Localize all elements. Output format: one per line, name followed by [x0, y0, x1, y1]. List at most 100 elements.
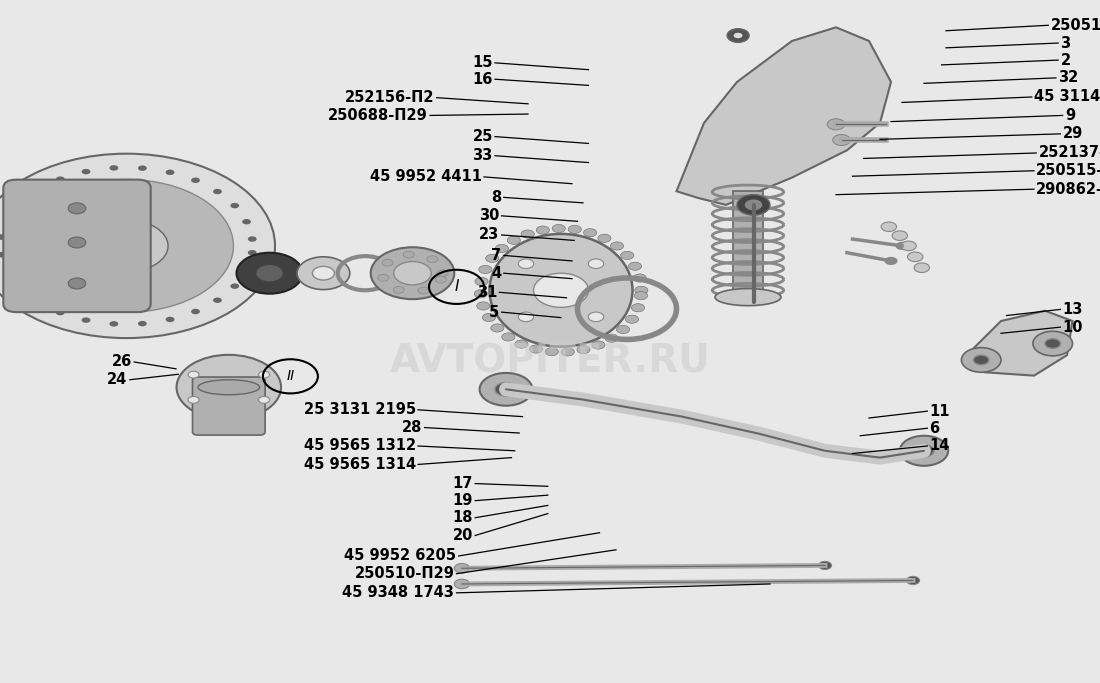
- Circle shape: [480, 373, 532, 406]
- Circle shape: [833, 135, 850, 145]
- Circle shape: [382, 260, 393, 266]
- Circle shape: [895, 242, 909, 250]
- Text: 250510-П29: 250510-П29: [354, 566, 454, 581]
- Circle shape: [620, 251, 634, 260]
- Circle shape: [616, 325, 629, 333]
- Text: 25 3131 2195: 25 3131 2195: [304, 402, 416, 417]
- Text: 2: 2: [1060, 53, 1070, 68]
- Text: 45 9565 1314: 45 9565 1314: [304, 457, 416, 472]
- Text: 13: 13: [1063, 302, 1084, 317]
- Circle shape: [1045, 339, 1060, 348]
- Circle shape: [3, 269, 12, 275]
- Circle shape: [884, 257, 898, 265]
- Circle shape: [737, 195, 770, 215]
- Ellipse shape: [176, 355, 280, 419]
- Circle shape: [534, 273, 588, 307]
- Circle shape: [371, 247, 454, 299]
- Circle shape: [482, 313, 495, 322]
- Text: 30: 30: [478, 208, 499, 223]
- Circle shape: [68, 203, 86, 214]
- Text: 25: 25: [472, 129, 493, 144]
- Circle shape: [242, 219, 251, 225]
- Circle shape: [881, 222, 896, 232]
- Circle shape: [507, 236, 520, 245]
- Circle shape: [454, 579, 470, 589]
- Circle shape: [1033, 331, 1072, 356]
- Circle shape: [588, 312, 604, 322]
- Circle shape: [191, 178, 200, 183]
- Text: 8: 8: [492, 190, 502, 205]
- Circle shape: [81, 318, 90, 323]
- Circle shape: [584, 229, 597, 237]
- Circle shape: [914, 445, 934, 457]
- Circle shape: [827, 119, 845, 130]
- Text: II: II: [286, 370, 295, 383]
- Circle shape: [502, 333, 515, 341]
- Circle shape: [568, 225, 581, 234]
- Text: 5: 5: [490, 305, 499, 320]
- Circle shape: [242, 267, 251, 273]
- Text: 45 9952 4411: 45 9952 4411: [370, 169, 482, 184]
- Text: 26: 26: [112, 354, 132, 370]
- Circle shape: [166, 169, 175, 175]
- Circle shape: [605, 334, 618, 342]
- Circle shape: [734, 33, 742, 38]
- Text: 17: 17: [452, 476, 473, 491]
- Text: 4: 4: [492, 266, 502, 281]
- Circle shape: [974, 355, 989, 365]
- Circle shape: [515, 340, 528, 348]
- FancyBboxPatch shape: [192, 377, 265, 435]
- Circle shape: [727, 29, 749, 42]
- Circle shape: [906, 576, 920, 585]
- Circle shape: [230, 283, 239, 289]
- Circle shape: [138, 165, 146, 171]
- Text: 14: 14: [930, 438, 950, 454]
- Circle shape: [486, 254, 499, 262]
- Text: 33: 33: [473, 148, 493, 163]
- Circle shape: [191, 309, 200, 314]
- Circle shape: [478, 266, 492, 274]
- Circle shape: [914, 263, 929, 273]
- Circle shape: [454, 563, 470, 573]
- Circle shape: [597, 234, 611, 242]
- Circle shape: [85, 220, 168, 272]
- Text: 24: 24: [108, 372, 128, 387]
- Circle shape: [3, 217, 12, 223]
- Circle shape: [529, 345, 542, 353]
- Text: 16: 16: [472, 72, 493, 87]
- Text: 252156-П2: 252156-П2: [345, 90, 434, 105]
- Circle shape: [536, 226, 549, 234]
- Circle shape: [437, 270, 448, 277]
- Circle shape: [188, 396, 199, 403]
- Circle shape: [495, 382, 517, 396]
- Circle shape: [588, 259, 604, 268]
- Circle shape: [631, 304, 645, 312]
- Circle shape: [961, 348, 1001, 372]
- Circle shape: [561, 348, 574, 356]
- Circle shape: [68, 278, 86, 289]
- Circle shape: [436, 276, 447, 283]
- Circle shape: [297, 257, 350, 290]
- Text: 250515-П29: 250515-П29: [1036, 163, 1100, 178]
- Circle shape: [626, 315, 639, 323]
- Text: AVTOPITER.RU: AVTOPITER.RU: [389, 343, 711, 381]
- Circle shape: [20, 180, 233, 312]
- Circle shape: [68, 237, 86, 248]
- Circle shape: [166, 317, 175, 322]
- Text: 28: 28: [402, 420, 422, 435]
- Circle shape: [256, 265, 283, 281]
- Text: 45 3114 9023: 45 3114 9023: [1034, 89, 1100, 104]
- Circle shape: [230, 203, 239, 208]
- Circle shape: [258, 396, 270, 403]
- Circle shape: [394, 262, 431, 285]
- Circle shape: [592, 341, 605, 349]
- Circle shape: [576, 346, 590, 354]
- Text: 250513-П29: 250513-П29: [1050, 18, 1100, 33]
- Circle shape: [418, 287, 429, 294]
- Circle shape: [634, 274, 647, 282]
- Circle shape: [475, 277, 488, 285]
- Circle shape: [312, 266, 334, 280]
- Text: 10: 10: [1063, 320, 1084, 335]
- Circle shape: [81, 169, 90, 174]
- Circle shape: [0, 252, 6, 257]
